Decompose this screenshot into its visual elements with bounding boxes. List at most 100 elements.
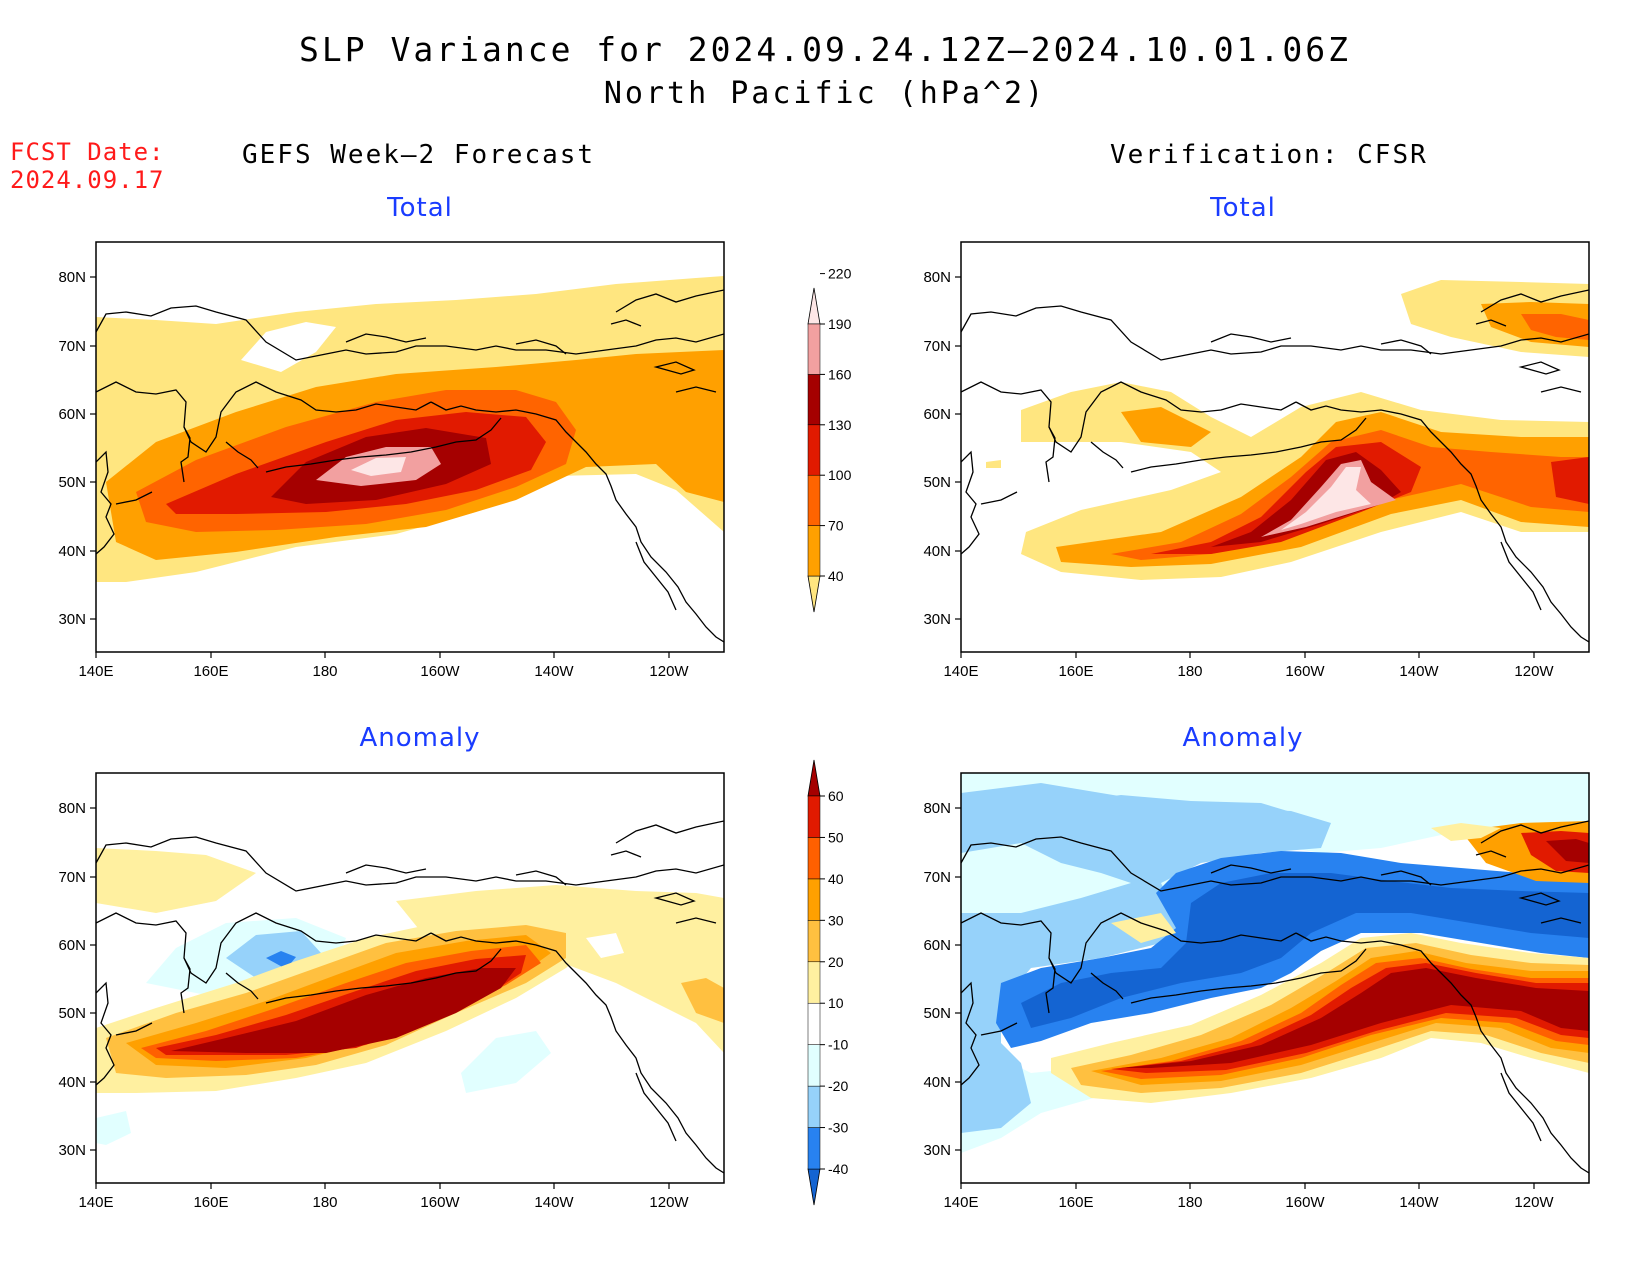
colorbar-label: 40	[828, 568, 844, 584]
lat-label: 70N	[923, 869, 951, 886]
lat-label: 70N	[58, 338, 86, 355]
colorbar-label: 190	[828, 316, 852, 332]
forecast-date-caption: FCST Date:	[10, 138, 165, 166]
lat-label: 60N	[923, 937, 951, 954]
lon-label: 140W	[534, 663, 574, 680]
colorbar-swatch	[807, 795, 821, 838]
lon-label: 160W	[1285, 1194, 1325, 1211]
colorbar-swatch	[807, 759, 821, 797]
column-title-cfsr: Verification: CFSR	[1110, 140, 1428, 170]
colorbar-label: -10	[828, 1037, 848, 1053]
colorbar-swatch	[807, 1044, 821, 1087]
colorbar-label: 50	[828, 829, 844, 845]
lat-label: 30N	[58, 1142, 86, 1159]
shading-220	[351, 457, 406, 476]
map-panel-gefs-total	[95, 241, 725, 653]
lon-label: 160W	[1285, 663, 1325, 680]
subtitle: North Pacific (hPa^2)	[603, 76, 1047, 111]
lon-label: 140W	[1399, 1194, 1439, 1211]
lat-label: 30N	[923, 611, 951, 628]
shading-130-e	[1551, 457, 1589, 504]
lon-label: 160E	[1058, 1194, 1093, 1211]
lat-label: 50N	[923, 1005, 951, 1022]
lon-label: 140W	[1399, 663, 1439, 680]
colorbar-label: 10	[828, 995, 844, 1011]
shading-100-hl	[1521, 314, 1589, 340]
lat-label: 50N	[923, 474, 951, 491]
lon-label: 160E	[193, 663, 228, 680]
panel-title-cfsr-anomaly: Anomaly	[1182, 723, 1304, 753]
colorbar-label: -40	[828, 1161, 848, 1177]
lat-label: 30N	[58, 611, 86, 628]
colorbar-swatch	[807, 920, 821, 963]
lat-label: 40N	[923, 1074, 951, 1091]
lon-label: 140E	[943, 1194, 978, 1211]
colorbar-swatch	[807, 837, 821, 880]
panel-title-gefs-total: Total	[387, 193, 453, 223]
lat-label: 80N	[58, 269, 86, 286]
colorbar-swatch	[807, 878, 821, 921]
lon-label: 180	[1177, 1194, 1202, 1211]
colorbar-label: 160	[828, 366, 852, 382]
lon-label: 160W	[420, 663, 460, 680]
colorbar-swatch	[807, 424, 821, 476]
panel-title-gefs-anomaly: Anomaly	[359, 723, 481, 753]
lat-label: 30N	[923, 1142, 951, 1159]
shading-70-b	[1121, 407, 1211, 447]
lat-label: 70N	[58, 869, 86, 886]
shading-neg20-hl	[1061, 795, 1311, 853]
colorbar-swatch	[807, 474, 821, 526]
map-panel-cfsr-total	[960, 241, 1590, 653]
shading-hl-60	[1546, 839, 1589, 863]
shading-neg10-d	[96, 1111, 131, 1145]
forecast-date-value: 2024.09.17	[10, 166, 165, 194]
shading-60	[1121, 968, 1589, 1068]
shading-void	[241, 322, 336, 372]
lon-label: 180	[1177, 663, 1202, 680]
colorbar-label: 40	[828, 871, 844, 887]
colorbar-label: 30	[828, 912, 844, 928]
colorbar-label: 100	[828, 467, 852, 483]
lat-label: 60N	[58, 406, 86, 423]
lon-label: 120W	[649, 663, 689, 680]
shading-neg40	[1021, 873, 1589, 1028]
colorbar-label: 20	[828, 954, 844, 970]
map-panel-gefs-anomaly	[95, 772, 725, 1184]
map-panel-cfsr-anomaly	[960, 772, 1590, 1184]
colorbar-swatch	[807, 1085, 821, 1128]
lon-label: 120W	[649, 1194, 689, 1211]
lon-label: 140W	[534, 1194, 574, 1211]
lat-label: 80N	[923, 800, 951, 817]
colorbar-swatch	[807, 1168, 821, 1206]
shading-10-e	[586, 933, 624, 958]
colorbar-swatch	[807, 575, 821, 613]
shading-10-s	[1111, 913, 1176, 943]
colorbar-swatch	[807, 1127, 821, 1170]
shading-neg10-c	[461, 1031, 551, 1093]
lon-label: 120W	[1514, 1194, 1554, 1211]
colorbar-swatch	[807, 374, 821, 426]
lon-label: 180	[312, 1194, 337, 1211]
colorbar-label: 220	[828, 266, 852, 282]
shading-60	[171, 968, 516, 1053]
shading-10	[96, 848, 256, 913]
shading-white-band	[961, 843, 1131, 913]
lon-label: 180	[312, 663, 337, 680]
colorbar-swatch	[807, 323, 821, 375]
colorbar-swatch	[807, 525, 821, 577]
colorbar-swatch	[807, 287, 821, 325]
colorbar-swatch	[807, 1002, 821, 1045]
lon-label: 140E	[943, 663, 978, 680]
lon-label: 160W	[420, 1194, 460, 1211]
lat-label: 60N	[923, 406, 951, 423]
colorbar-label: -30	[828, 1120, 848, 1136]
lat-label: 40N	[58, 543, 86, 560]
colorbar-label: 130	[828, 417, 852, 433]
lon-label: 140E	[78, 663, 113, 680]
lon-label: 120W	[1514, 663, 1554, 680]
shading-30-e	[681, 978, 724, 1023]
lat-label: 70N	[923, 338, 951, 355]
shading-40-dot	[986, 460, 1001, 468]
lat-label: 50N	[58, 1005, 86, 1022]
